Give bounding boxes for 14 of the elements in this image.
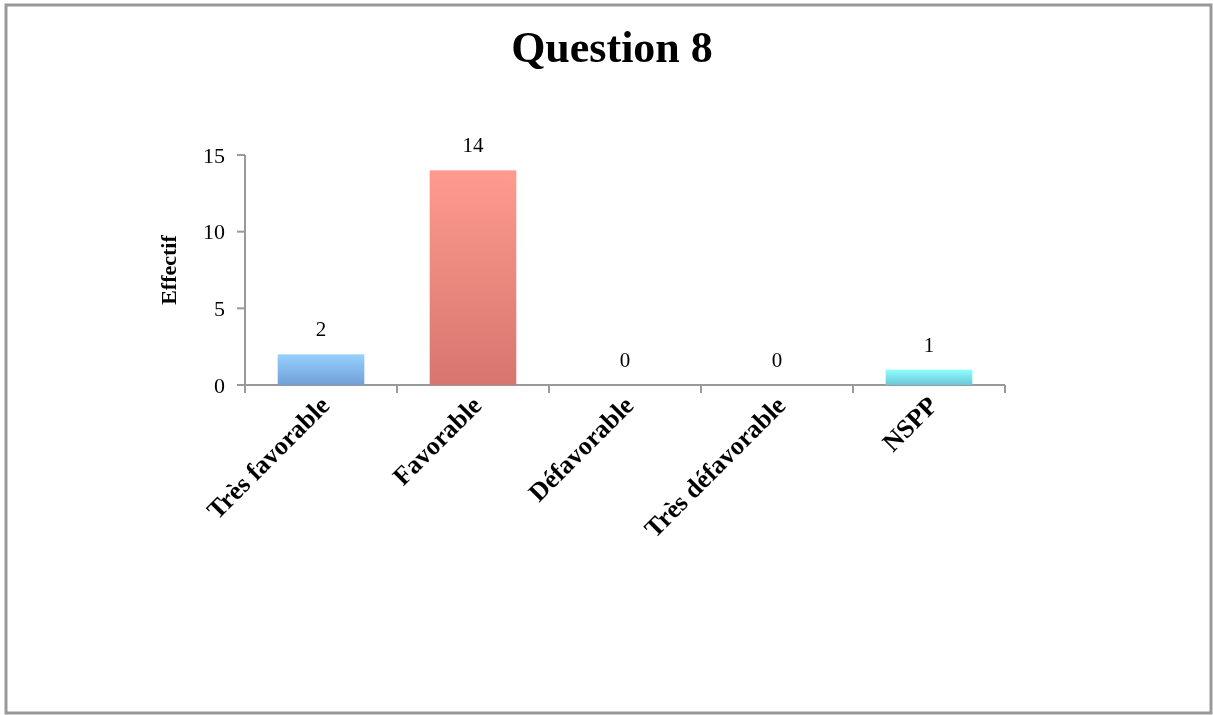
y-axis-title: Effectif — [156, 234, 181, 305]
y-tick-label: 0 — [214, 372, 225, 398]
data-label: 0 — [619, 348, 631, 372]
data-label: 14 — [462, 133, 484, 158]
bar — [885, 369, 973, 385]
data-label: 0 — [771, 348, 783, 372]
y-tick-label: 15 — [203, 142, 225, 168]
bar — [429, 170, 517, 385]
y-tick-label: 5 — [214, 296, 225, 322]
data-label: 1 — [923, 332, 935, 357]
y-tick-label: 10 — [203, 219, 225, 245]
chart-title: Question 8 — [511, 23, 713, 72]
bar — [277, 354, 365, 385]
data-label: 2 — [315, 317, 327, 342]
